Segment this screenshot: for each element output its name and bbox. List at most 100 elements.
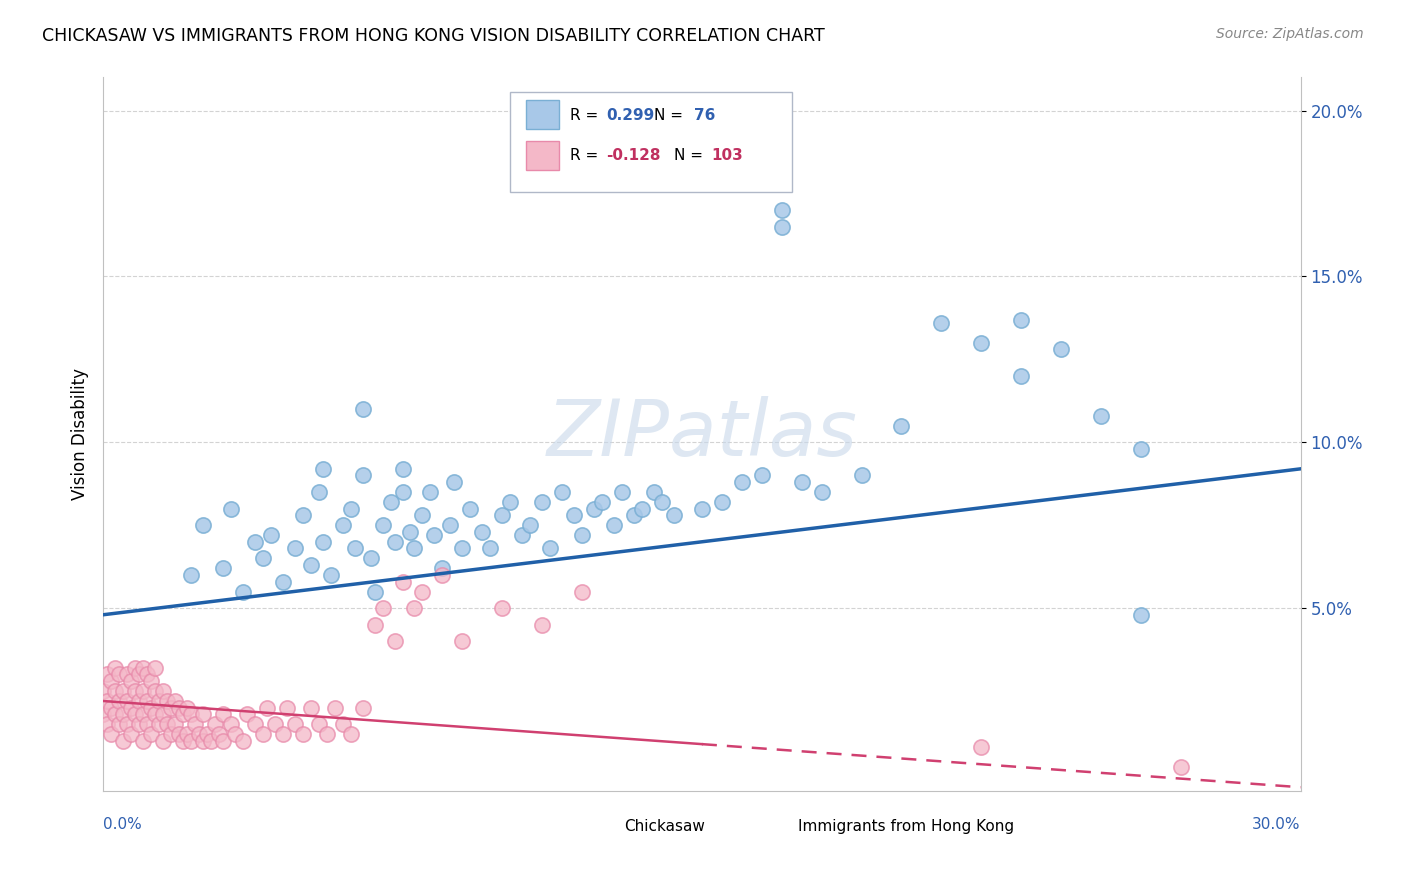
Point xyxy=(212,707,235,722)
Point xyxy=(810,485,832,500)
Point xyxy=(323,700,346,714)
Point xyxy=(571,528,593,542)
Point xyxy=(104,684,127,698)
Point xyxy=(156,717,179,731)
Point xyxy=(143,707,166,722)
Point xyxy=(172,707,194,722)
Point xyxy=(339,501,361,516)
Point xyxy=(219,501,242,516)
Text: 76: 76 xyxy=(693,108,714,123)
Point xyxy=(191,518,214,533)
Point xyxy=(531,617,554,632)
Point xyxy=(391,462,413,476)
Point xyxy=(384,634,406,648)
Point xyxy=(120,727,142,741)
Point xyxy=(208,727,231,741)
Point xyxy=(100,700,122,714)
Point xyxy=(212,561,235,575)
Point xyxy=(339,727,361,741)
Point xyxy=(404,601,426,615)
Point xyxy=(1130,442,1153,456)
Point xyxy=(404,541,426,556)
Point xyxy=(224,727,246,741)
Text: Chickasaw: Chickasaw xyxy=(624,819,704,834)
Point xyxy=(439,518,461,533)
Point xyxy=(291,508,314,523)
Point xyxy=(96,694,118,708)
Point xyxy=(380,495,402,509)
Point xyxy=(931,316,953,330)
Point xyxy=(343,541,366,556)
Point xyxy=(96,667,118,681)
Point xyxy=(319,568,342,582)
Point xyxy=(538,541,561,556)
Text: N =: N = xyxy=(654,108,688,123)
Point xyxy=(148,694,170,708)
Point xyxy=(276,700,298,714)
Point xyxy=(479,541,502,556)
Point xyxy=(770,219,793,234)
Text: Source: ZipAtlas.com: Source: ZipAtlas.com xyxy=(1216,27,1364,41)
Text: 30.0%: 30.0% xyxy=(1253,817,1301,832)
Point xyxy=(352,402,374,417)
Point xyxy=(890,418,912,433)
Point xyxy=(432,568,454,582)
Point xyxy=(132,707,155,722)
Point xyxy=(311,534,333,549)
Point xyxy=(124,684,146,698)
Point xyxy=(148,717,170,731)
Point xyxy=(232,733,254,747)
Point xyxy=(191,733,214,747)
Point xyxy=(219,717,242,731)
Point xyxy=(471,524,494,539)
Point xyxy=(112,733,135,747)
Point xyxy=(651,495,673,509)
Point xyxy=(263,717,285,731)
Point xyxy=(371,518,394,533)
Point xyxy=(1130,607,1153,622)
Point xyxy=(411,508,433,523)
Point xyxy=(391,574,413,589)
Point xyxy=(180,707,202,722)
Point xyxy=(128,694,150,708)
Point xyxy=(191,707,214,722)
Point xyxy=(332,717,354,731)
Point xyxy=(108,717,131,731)
Point xyxy=(391,485,413,500)
Point xyxy=(271,727,294,741)
Point xyxy=(152,733,174,747)
Point xyxy=(167,700,190,714)
Point xyxy=(770,203,793,218)
Point xyxy=(139,700,162,714)
Point xyxy=(443,475,465,489)
Point xyxy=(184,717,207,731)
Point xyxy=(384,534,406,549)
Point xyxy=(195,727,218,741)
Point xyxy=(551,485,574,500)
FancyBboxPatch shape xyxy=(526,101,560,129)
Point xyxy=(100,727,122,741)
Point xyxy=(136,694,159,708)
Point xyxy=(970,335,993,350)
Point xyxy=(120,674,142,689)
Point xyxy=(603,518,626,533)
Point xyxy=(172,733,194,747)
Point xyxy=(311,462,333,476)
Point xyxy=(451,541,474,556)
Point xyxy=(1010,312,1032,326)
Point xyxy=(96,717,118,731)
Text: -0.128: -0.128 xyxy=(606,148,661,163)
Point xyxy=(232,584,254,599)
Point xyxy=(152,707,174,722)
Point xyxy=(308,485,330,500)
Point xyxy=(115,694,138,708)
Point xyxy=(124,707,146,722)
Point xyxy=(187,727,209,741)
Point xyxy=(143,661,166,675)
Text: R =: R = xyxy=(571,148,603,163)
Text: 0.299: 0.299 xyxy=(606,108,654,123)
Point xyxy=(128,667,150,681)
Point xyxy=(115,717,138,731)
FancyBboxPatch shape xyxy=(768,815,792,837)
Point xyxy=(112,684,135,698)
